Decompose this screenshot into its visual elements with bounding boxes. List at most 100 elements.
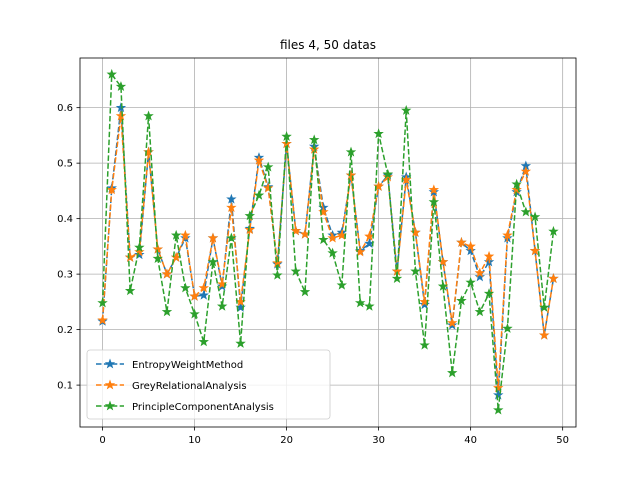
- data-point: [115, 110, 127, 121]
- legend-item: EntropyWeightMethod: [96, 358, 243, 371]
- data-point: [474, 267, 486, 278]
- data-point: [456, 237, 467, 247]
- data-point: [364, 300, 375, 311]
- data-point: [281, 131, 292, 141]
- data-point: [548, 225, 559, 236]
- data-point: [143, 146, 154, 157]
- data-point: [410, 265, 421, 276]
- data-point: [106, 68, 117, 79]
- data-point: [456, 295, 467, 306]
- data-point: [198, 336, 209, 347]
- data-point: [539, 301, 550, 312]
- y-tick-label: 0.5: [57, 159, 73, 170]
- data-point: [401, 104, 412, 115]
- y-tick-label: 0.2: [57, 325, 73, 336]
- data-point: [170, 229, 182, 240]
- legend-marker: [104, 358, 116, 369]
- data-point: [511, 178, 522, 189]
- data-point: [447, 317, 458, 328]
- series-GreyRelationalAnalysis: [97, 110, 559, 393]
- data-point: [502, 229, 513, 240]
- data-point: [474, 306, 486, 317]
- data-point: [253, 189, 265, 200]
- data-point: [226, 232, 237, 243]
- data-point: [373, 180, 384, 191]
- data-point: [97, 314, 108, 325]
- data-point: [161, 268, 173, 279]
- data-point: [106, 184, 117, 195]
- data-point: [419, 339, 430, 350]
- data-point: [483, 288, 495, 298]
- plot-frame: [79, 57, 577, 428]
- data-point: [336, 279, 348, 290]
- data-point: [207, 232, 219, 243]
- data-point: [520, 165, 532, 176]
- data-point: [447, 367, 458, 378]
- data-point: [539, 329, 550, 340]
- data-point: [226, 202, 237, 212]
- series-PrincipleComponentAnalysis: [97, 68, 559, 415]
- data-point: [198, 282, 209, 293]
- data-point: [437, 280, 449, 291]
- data-point: [308, 134, 320, 145]
- data-point: [152, 253, 163, 264]
- data-point: [124, 285, 136, 296]
- data-point: [410, 227, 421, 237]
- x-tick-label: 50: [556, 435, 569, 446]
- y-tick-label: 0.3: [57, 270, 73, 281]
- data-point: [529, 245, 541, 256]
- data-point: [373, 128, 384, 139]
- y-tick-label: 0.6: [57, 103, 73, 114]
- legend-item: GreyRelationalAnalysis: [96, 379, 247, 392]
- data-point: [493, 404, 504, 415]
- x-tick-label: 20: [280, 435, 293, 446]
- data-point: [216, 300, 228, 311]
- data-point: [465, 245, 476, 256]
- data-point: [207, 256, 219, 267]
- tick-marks: 0 10 20 30 40 50 0.1 0.2 0.3 0.4 0.5 0.6: [57, 103, 569, 446]
- y-tick-label: 0.4: [57, 214, 73, 225]
- data-point: [493, 389, 504, 400]
- legend-label: GreyRelationalAnalysis: [132, 381, 247, 392]
- series-layer: [97, 68, 559, 415]
- data-point: [198, 289, 209, 300]
- x-tick-label: 40: [464, 435, 477, 446]
- data-point: [244, 224, 255, 235]
- data-point: [493, 382, 504, 393]
- data-point: [345, 146, 357, 157]
- data-point: [299, 286, 311, 297]
- data-point: [345, 169, 357, 180]
- grid-lines: [80, 58, 576, 427]
- data-point: [226, 193, 237, 204]
- chart-title: files 4, 50 datas: [280, 38, 376, 52]
- data-point: [548, 273, 559, 283]
- data-point: [465, 240, 476, 251]
- legend-label: EntropyWeightMethod: [132, 360, 243, 371]
- data-point: [474, 271, 486, 282]
- data-point: [235, 338, 246, 348]
- legend-box: [86, 349, 331, 420]
- data-point: [262, 161, 274, 172]
- data-point: [180, 229, 191, 240]
- legend-label: PrincipleComponentAnalysis: [132, 402, 274, 413]
- data-point: [354, 297, 366, 308]
- data-point: [97, 297, 108, 308]
- legend-marker: [104, 379, 116, 390]
- data-point: [428, 196, 440, 207]
- data-point: [318, 234, 329, 245]
- data-point: [327, 247, 338, 258]
- data-point: [180, 282, 191, 293]
- legend-marker: [104, 400, 116, 411]
- data-point: [189, 308, 200, 319]
- data-point: [134, 246, 145, 257]
- data-point: [327, 232, 338, 243]
- legend-item: PrincipleComponentAnalysis: [96, 400, 274, 413]
- data-point: [143, 110, 154, 121]
- data-point: [465, 276, 476, 287]
- x-tick-label: 10: [188, 435, 201, 446]
- data-point: [189, 290, 200, 301]
- data-point: [382, 168, 394, 179]
- data-point: [161, 306, 173, 317]
